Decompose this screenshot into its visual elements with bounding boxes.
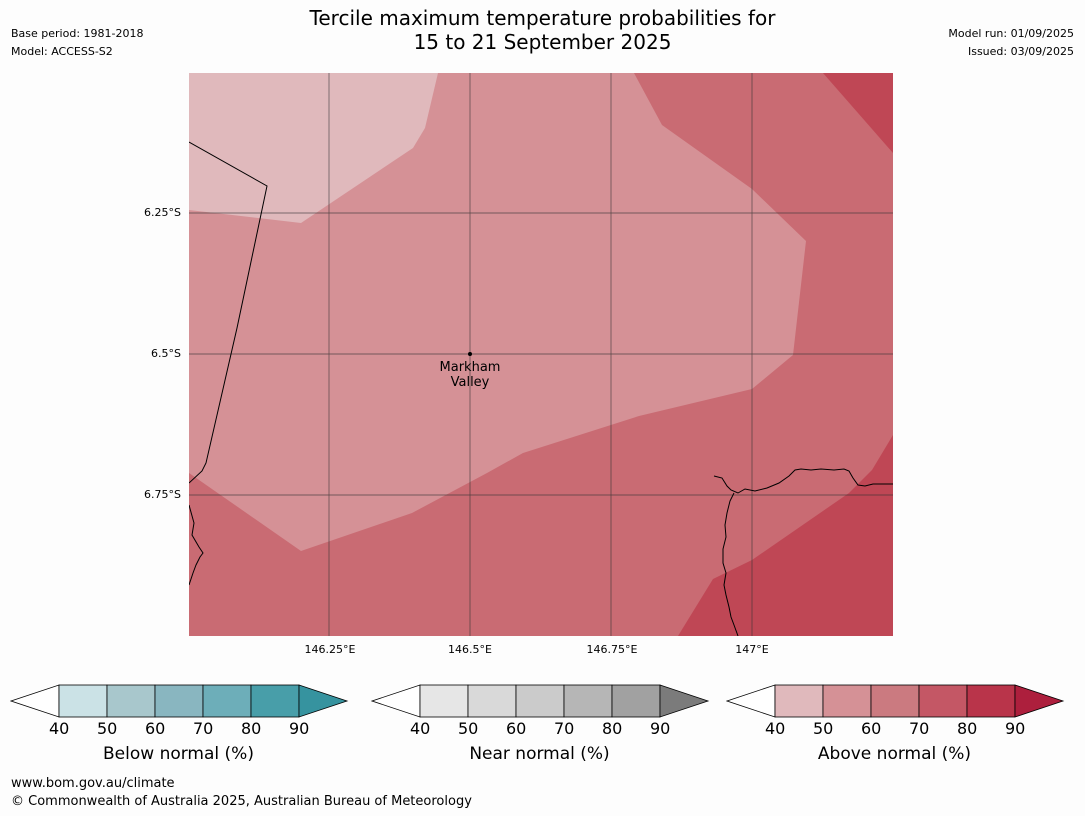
lat-label-3: 6.75°S <box>144 488 181 501</box>
colorbar-below: 40 50 60 70 80 90 Below normal (%) <box>9 684 350 764</box>
cb-below-tick-50: 50 <box>97 719 118 738</box>
zone-40-50 <box>189 73 438 223</box>
footer: www.bom.gov.au/climate © Commonwealth of… <box>11 775 472 811</box>
lon-label-1: 146.25°E <box>304 643 356 656</box>
footer-copyright: © Commonwealth of Australia 2025, Austra… <box>11 794 472 809</box>
place-line-2: Valley <box>450 375 490 390</box>
cb-below-title: Below normal (%) <box>103 744 254 764</box>
cb-near-tick-80: 80 <box>602 719 623 738</box>
cb-near-tick-60: 60 <box>506 719 527 738</box>
colorbar-below-svg <box>9 684 349 718</box>
cb-above-tick-90: 90 <box>1005 719 1026 738</box>
cb-below-tick-40: 40 <box>49 719 70 738</box>
map-svg <box>189 73 893 636</box>
cb-near-tick-50: 50 <box>458 719 479 738</box>
cb-near-title: Near normal (%) <box>469 744 610 764</box>
lat-label-2: 6.5°S <box>151 347 181 360</box>
base-period: Base period: 1981-2018 <box>11 27 144 40</box>
cb-below-tick-60: 60 <box>145 719 166 738</box>
lon-label-3: 146.75°E <box>586 643 638 656</box>
cb-near-tick-40: 40 <box>410 719 431 738</box>
model-name: Model: ACCESS-S2 <box>11 45 113 58</box>
issued-date: Issued: 03/09/2025 <box>967 45 1074 58</box>
place-marker <box>468 352 472 356</box>
map-title: Tercile maximum temperature probabilitie… <box>0 6 1085 54</box>
title-line-1: Tercile maximum temperature probabilitie… <box>309 6 776 30</box>
lon-label-4: 147°E <box>735 643 769 656</box>
zone-70-80-se <box>678 435 893 636</box>
meta-left: Base period: 1981-2018 Model: ACCESS-S2 <box>11 25 143 61</box>
model-run: Model run: 01/09/2025 <box>948 27 1074 40</box>
cb-below-tick-90: 90 <box>289 719 310 738</box>
zone-70-80-ne <box>823 73 893 153</box>
cb-above-tick-80: 80 <box>957 719 978 738</box>
coastline-west <box>189 504 204 586</box>
coastline-east <box>713 468 893 494</box>
cb-below-tick-80: 80 <box>241 719 262 738</box>
place-label: Markham Valley <box>420 360 520 390</box>
colorbar-above: 40 50 60 70 80 90 Above normal (%) <box>725 684 1066 764</box>
lat-label-1: 6.25°S <box>144 206 181 219</box>
graticule <box>189 73 893 636</box>
cb-above-tick-70: 70 <box>909 719 930 738</box>
place-line-1: Markham <box>439 360 501 375</box>
cb-below-tick-70: 70 <box>193 719 214 738</box>
cb-above-tick-40: 40 <box>765 719 786 738</box>
colorbar-above-svg <box>725 684 1065 718</box>
title-line-2: 15 to 21 September 2025 <box>413 30 672 54</box>
cb-above-title: Above normal (%) <box>817 744 972 764</box>
region-boundary <box>189 141 268 484</box>
footer-url[interactable]: www.bom.gov.au/climate <box>11 776 175 791</box>
cb-near-tick-90: 90 <box>650 719 671 738</box>
cb-above-tick-50: 50 <box>813 719 834 738</box>
colorbar-near-svg <box>370 684 710 718</box>
cb-above-tick-60: 60 <box>861 719 882 738</box>
lon-label-2: 146.5°E <box>448 643 492 656</box>
cb-near-tick-70: 70 <box>554 719 575 738</box>
colorbar-near: 40 50 60 70 80 90 Near normal (%) <box>370 684 711 764</box>
coastline-markham <box>722 492 739 636</box>
map-panel[interactable] <box>189 73 893 636</box>
meta-right: Model run: 01/09/2025 Issued: 03/09/2025 <box>948 25 1074 61</box>
